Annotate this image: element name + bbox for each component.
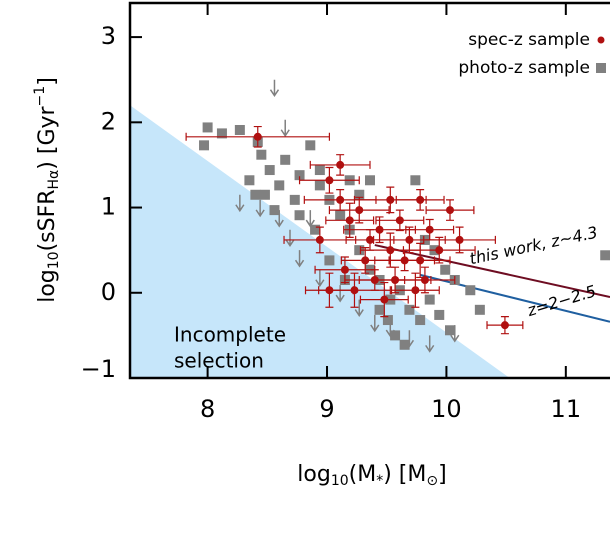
model-line [374, 244, 610, 299]
upper-limit [335, 285, 345, 303]
photo-z-point [259, 189, 270, 200]
photo-z-point [382, 315, 393, 326]
photo-z-point [415, 315, 426, 326]
incomplete-region [130, 105, 510, 378]
photo-z-point [280, 154, 291, 165]
spec-z-point [435, 246, 444, 255]
axes-frame [128, 1, 610, 380]
x-tick-label: 10 [431, 395, 462, 423]
spec-z-point [345, 216, 354, 225]
photo-z-point [305, 140, 316, 151]
spec-z-point [325, 176, 334, 185]
upper-limit [285, 229, 295, 248]
spec-z-point [315, 235, 324, 244]
x-axis-label: log10(M*) [M⊙] [297, 462, 446, 489]
photo-z-point [335, 210, 346, 221]
plot-area [130, 79, 610, 378]
spec-z-point [340, 265, 349, 274]
spec-z-point [336, 195, 345, 204]
spec-z-point [411, 286, 420, 295]
upper-limit [354, 299, 364, 317]
photo-z-point [289, 194, 300, 205]
spec-z-point [253, 132, 262, 141]
legend-label: spec-z sample [468, 30, 590, 50]
photo-z-point [445, 325, 455, 336]
x-tick-label: 11 [551, 395, 582, 423]
photo-z-point [256, 149, 267, 160]
spec-z-point [420, 275, 429, 284]
photo-z-point [410, 175, 421, 186]
region-label: selection [174, 349, 264, 373]
spec-z-point [500, 321, 509, 330]
photo-z-point [434, 309, 445, 320]
photo-z-point [234, 124, 245, 135]
spec-z-point [355, 206, 364, 215]
spec-z-point [400, 256, 409, 265]
upper-limit [255, 199, 265, 218]
photo-z-point [294, 210, 305, 221]
photo-z-point [399, 339, 410, 350]
y-tick-label: 1 [101, 193, 116, 221]
spec-z-point [446, 206, 454, 215]
y-tick-label: 3 [101, 22, 116, 50]
spec-z-point [380, 295, 389, 304]
photo-z-point [244, 175, 255, 186]
photo-z-point [354, 189, 365, 200]
photo-z-point [314, 180, 325, 191]
photo-z-point [269, 205, 280, 216]
upper-limit [425, 335, 435, 353]
photo-z-point [365, 175, 375, 186]
legend-marker [597, 36, 605, 44]
photo-z-point [465, 285, 476, 296]
spec-z-point [455, 235, 464, 244]
y-tick-label: 0 [101, 278, 116, 306]
spec-z-point [395, 216, 404, 225]
line-label: this work, z~4.3 [468, 223, 600, 269]
photo-z-point [324, 255, 335, 266]
region-label: Incomplete [174, 323, 286, 347]
spec-z-point [386, 195, 395, 204]
upper-limit [305, 210, 315, 228]
legend-label: photo-z sample [458, 58, 590, 78]
spec-z-point [425, 225, 434, 234]
y-tick-label: 2 [101, 107, 116, 135]
spec-z-point [366, 235, 374, 244]
photo-z-point [216, 128, 227, 139]
photo-z-point [250, 189, 261, 200]
photo-z-point [310, 224, 321, 235]
spec-z-point [336, 160, 345, 169]
photo-z-point [264, 165, 275, 176]
y-tick-label: −1 [81, 355, 116, 383]
photo-z-point [274, 180, 285, 191]
x-tick-label: 9 [319, 395, 334, 423]
spec-z-point [361, 256, 370, 265]
photo-z-point [202, 122, 213, 133]
upper-limit [280, 119, 290, 138]
upper-limit [294, 250, 305, 268]
spec-z-point [350, 286, 359, 295]
photo-z-point [404, 304, 415, 315]
spec-z-point [375, 225, 384, 234]
photo-z-point [314, 165, 325, 176]
spec-z-point [405, 235, 414, 244]
upper-limit [269, 79, 280, 98]
upper-limit [315, 269, 325, 288]
y-axis-label: log10(sSFRHα) [Gyr−1] [32, 77, 62, 303]
photo-z-point [199, 140, 210, 151]
photo-z-point [390, 330, 401, 341]
upper-limit [235, 194, 245, 213]
photo-z-point [294, 170, 305, 181]
legend-marker [596, 63, 606, 73]
photo-z-point [600, 250, 610, 261]
photo-z-point [424, 294, 435, 305]
photo-z-point [474, 304, 485, 315]
photo-z-point [374, 304, 385, 315]
spec-z-point [416, 195, 425, 204]
photo-z-point [354, 245, 365, 256]
photo-z-point [440, 264, 451, 275]
spec-z-point [386, 246, 395, 255]
x-tick-label: 8 [200, 395, 215, 423]
upper-limit [370, 314, 380, 333]
